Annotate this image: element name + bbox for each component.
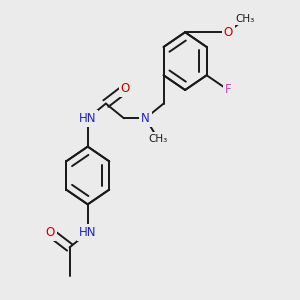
Text: HN: HN: [79, 226, 97, 239]
Text: O: O: [121, 82, 130, 95]
Text: F: F: [225, 83, 232, 97]
Text: N: N: [141, 112, 150, 125]
Text: O: O: [224, 26, 233, 39]
Text: CH₃: CH₃: [148, 134, 168, 144]
Text: HN: HN: [79, 112, 97, 125]
Text: O: O: [46, 226, 55, 239]
Text: CH₃: CH₃: [236, 14, 255, 24]
